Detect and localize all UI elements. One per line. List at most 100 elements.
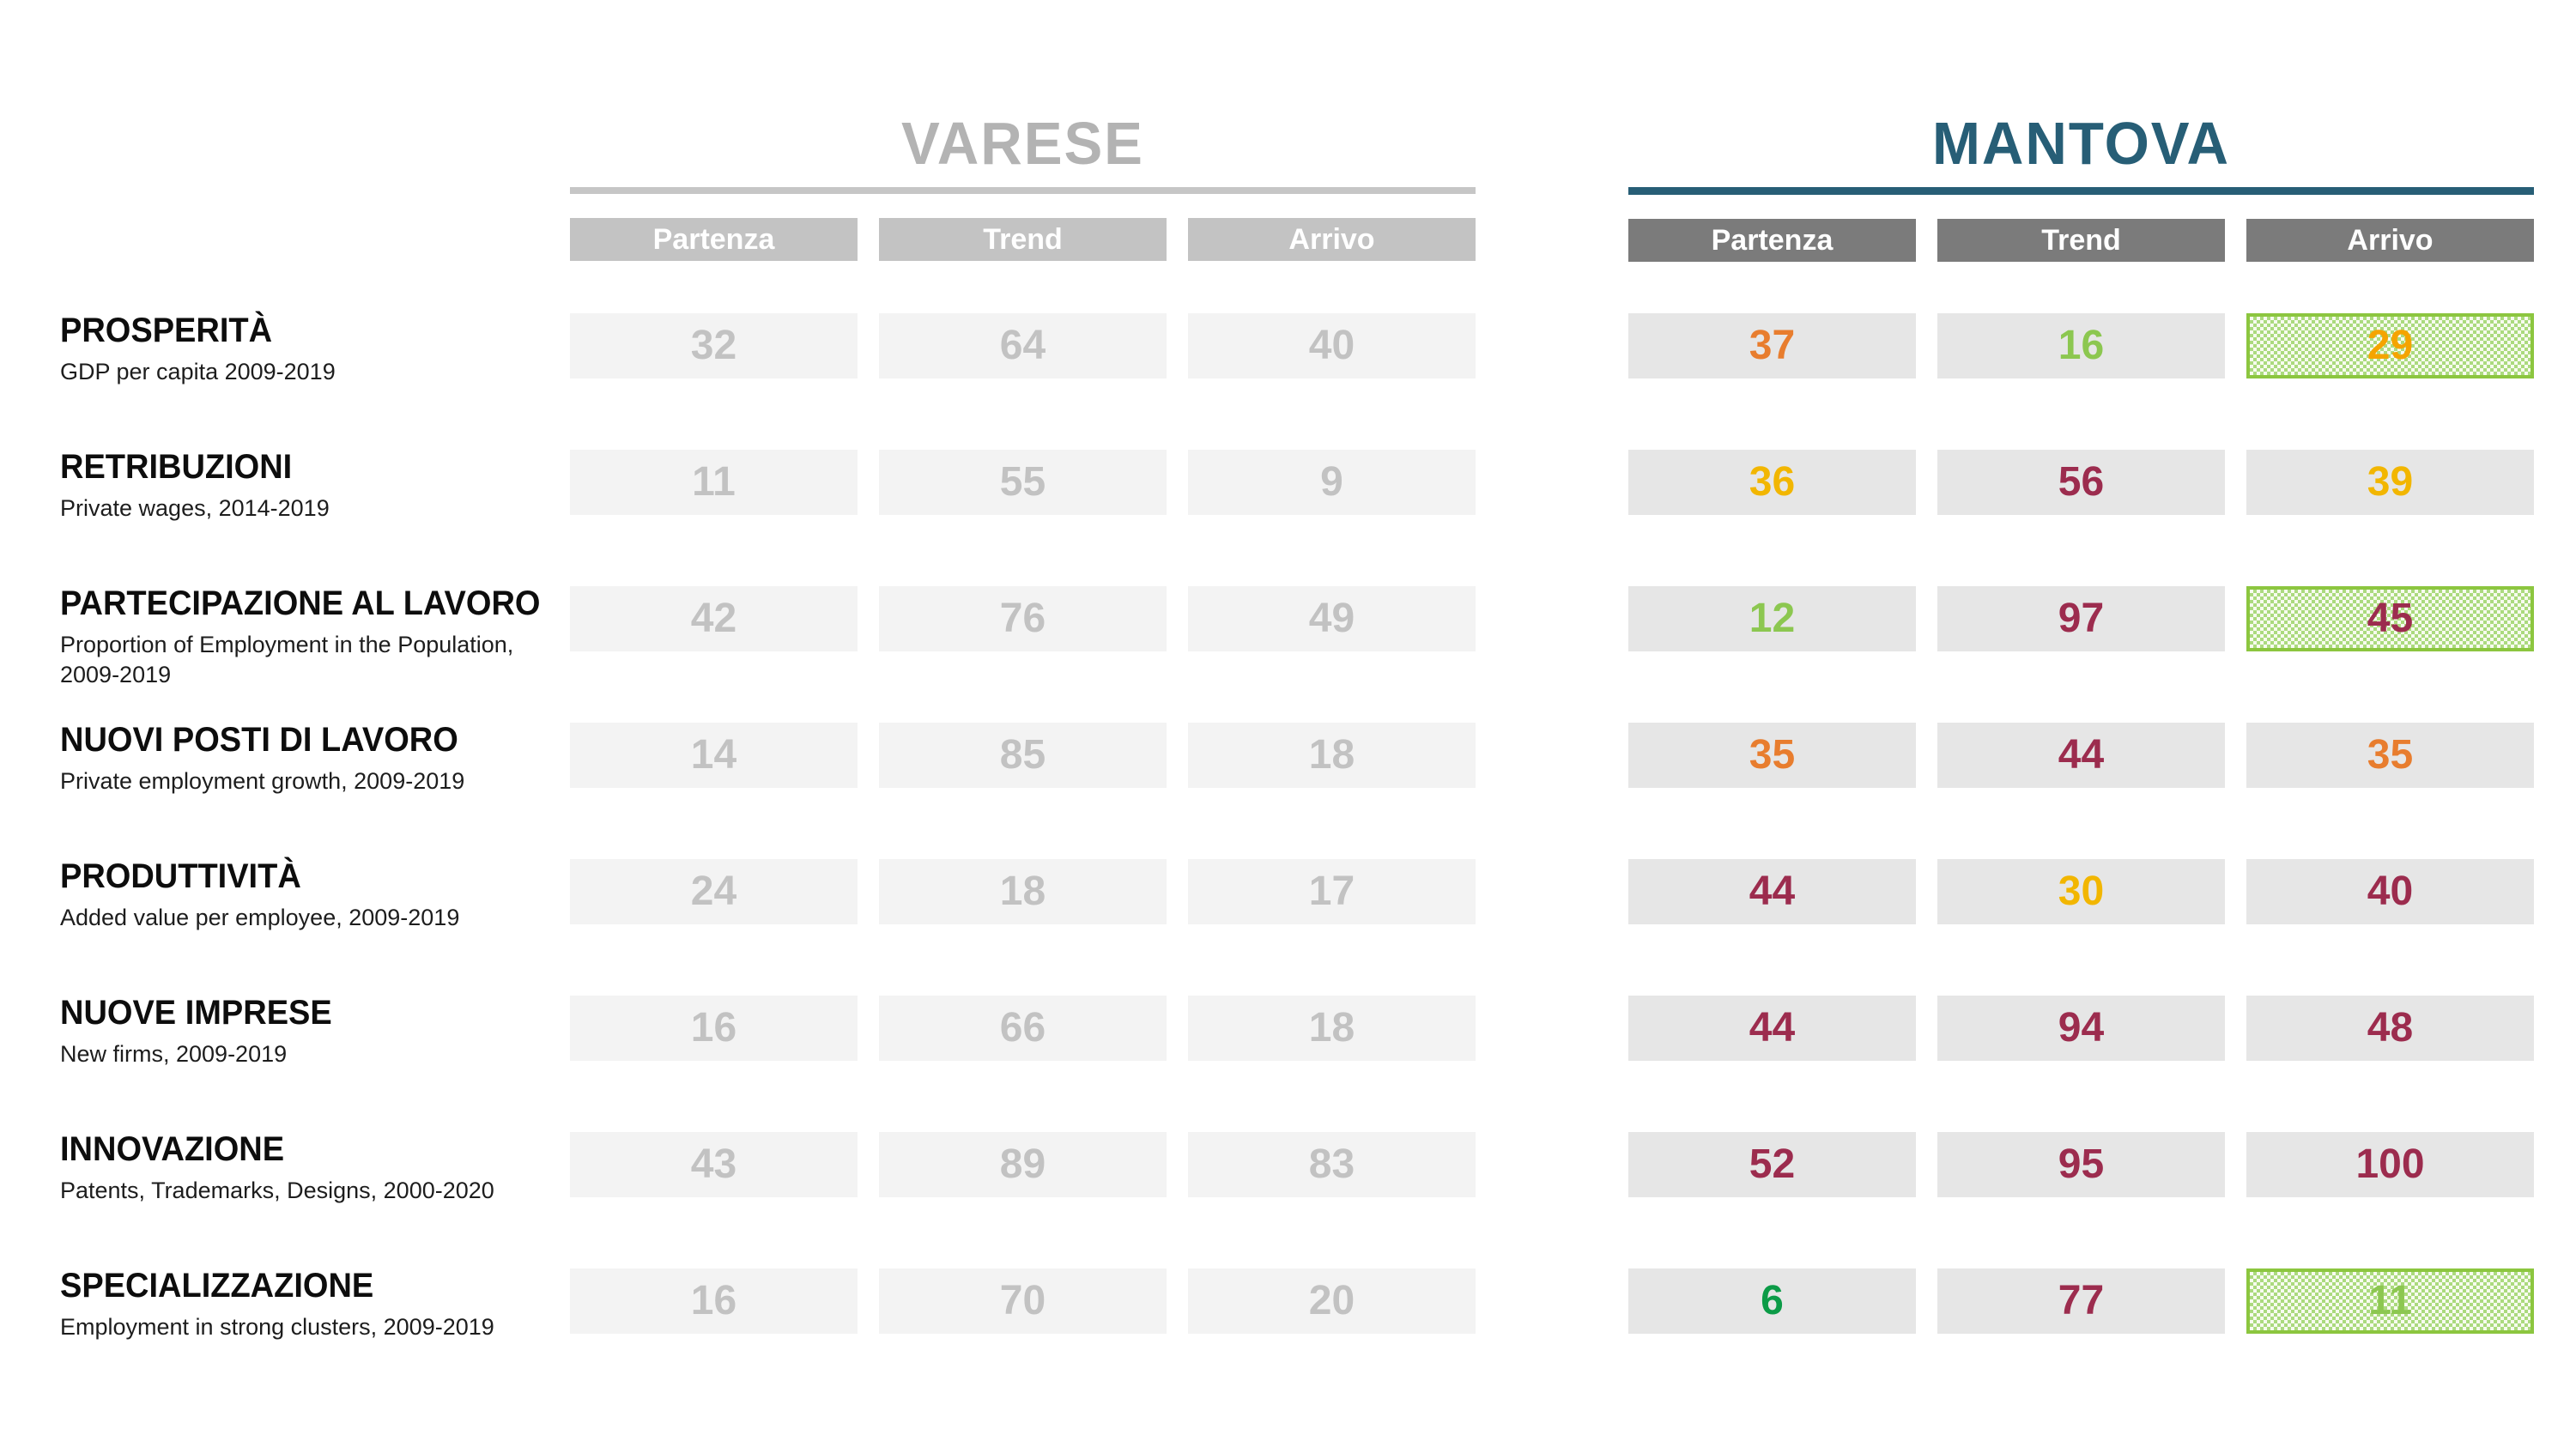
label-column-spacer [60,112,570,262]
varese-section-title: VARESE [901,110,1144,177]
mantova-cells: 35 44 35 [1628,723,2534,788]
row-label: INNOVAZIONE Patents, Trademarks, Designs… [60,1131,570,1206]
mantova-trend-cell: 95 [1937,1132,2225,1197]
varese-cells: 32 64 40 [570,313,1476,378]
varese-partenza-cell: 16 [570,1268,858,1334]
varese-trend-cell: 76 [879,586,1167,651]
mantova-arrivo-cell: 48 [2246,996,2534,1061]
mantova-cells: 44 30 40 [1628,859,2534,924]
varese-partenza-cell: 11 [570,450,858,515]
varese-cells: 42 76 49 [570,586,1476,651]
varese-arrivo-cell: 20 [1188,1268,1476,1334]
mantova-section-title: MANTOVA [1932,110,2230,177]
row-subtitle: Patents, Trademarks, Designs, 2000-2020 [60,1177,494,1203]
mantova-column-headers: Partenza Trend Arrivo [1628,219,2534,262]
row-title: NUOVE IMPRESE [60,994,332,1032]
varese-arrivo-cell: 83 [1188,1132,1476,1197]
varese-cells: 24 18 17 [570,859,1476,924]
mantova-arrivo-cell: 40 [2246,859,2534,924]
group-gap-spacer [1476,112,1628,262]
mantova-partenza-cell: 6 [1628,1268,1916,1334]
mantova-cells: 36 56 39 [1628,450,2534,515]
table-row: PARTECIPAZIONE AL LAVORO Proportion of E… [60,585,2535,687]
varese-trend-cell: 66 [879,996,1167,1061]
row-subtitle: Proportion of Employment in the Populati… [60,631,514,688]
varese-partenza-cell: 43 [570,1132,858,1197]
row-subtitle: Private employment growth, 2009-2019 [60,767,465,794]
row-title: PRODUTTIVITÀ [60,857,301,895]
row-title: SPECIALIZZAZIONE [60,1267,374,1305]
mantova-partenza-cell: 12 [1628,586,1916,651]
mantova-partenza-cell: 44 [1628,996,1916,1061]
mantova-arrivo-cell: 35 [2246,723,2534,788]
mantova-cells: 12 97 45 [1628,586,2534,651]
mantova-partenza-cell: 36 [1628,450,1916,515]
varese-column-header-partenza: Partenza [570,218,858,261]
row-title: NUOVI POSTI DI LAVORO [60,721,458,759]
varese-column-headers: Partenza Trend Arrivo [570,218,1476,261]
row-subtitle: Private wages, 2014-2019 [60,494,330,521]
table-body: PROSPERITÀ GDP per capita 2009-2019 32 6… [0,262,2576,1340]
varese-column-header-trend: Trend [879,218,1167,261]
mantova-trend-cell: 44 [1937,723,2225,788]
varese-partenza-cell: 42 [570,586,858,651]
mantova-header-group: MANTOVA Partenza Trend Arrivo [1628,112,2534,262]
table-row: PROSPERITÀ GDP per capita 2009-2019 32 6… [60,312,2535,384]
varese-trend-cell: 18 [879,859,1167,924]
varese-arrivo-cell: 40 [1188,313,1476,378]
row-label: PRODUTTIVITÀ Added value per employee, 2… [60,857,570,933]
row-label: PROSPERITÀ GDP per capita 2009-2019 [60,312,570,387]
varese-trend-cell: 64 [879,313,1167,378]
table-row: SPECIALIZZAZIONE Employment in strong cl… [60,1268,2535,1340]
varese-trend-cell: 89 [879,1132,1167,1197]
mantova-arrivo-cell-highlighted: 29 [2246,313,2534,378]
row-subtitle: Employment in strong clusters, 2009-2019 [60,1313,494,1340]
row-label: SPECIALIZZAZIONE Employment in strong cl… [60,1268,570,1342]
varese-cells: 16 70 20 [570,1268,1476,1334]
mantova-column-header-partenza: Partenza [1628,219,1916,262]
varese-arrivo-cell: 9 [1188,450,1476,515]
mantova-cells: 6 77 11 [1628,1268,2534,1334]
varese-trend-cell: 55 [879,450,1167,515]
mantova-arrivo-cell: 100 [2246,1132,2534,1197]
mantova-partenza-cell: 37 [1628,313,1916,378]
mantova-arrivo-cell-highlighted: 11 [2246,1268,2534,1334]
header-row: VARESE Partenza Trend Arrivo MANTOVA Par… [0,0,2576,262]
mantova-cells: 37 16 29 [1628,313,2534,378]
table-row: RETRIBUZIONI Private wages, 2014-2019 11… [60,449,2535,521]
varese-trend-cell: 70 [879,1268,1167,1334]
mantova-underline [1628,187,2534,195]
row-title: PROSPERITÀ [60,312,273,349]
table-row: PRODUTTIVITÀ Added value per employee, 2… [60,858,2535,930]
mantova-arrivo-cell-highlighted: 45 [2246,586,2534,651]
mantova-partenza-cell: 44 [1628,859,1916,924]
varese-cells: 14 85 18 [570,723,1476,788]
varese-partenza-cell: 14 [570,723,858,788]
mantova-arrivo-cell: 39 [2246,450,2534,515]
varese-partenza-cell: 32 [570,313,858,378]
row-subtitle: Added value per employee, 2009-2019 [60,904,460,930]
mantova-trend-cell: 16 [1937,313,2225,378]
varese-arrivo-cell: 17 [1188,859,1476,924]
mantova-trend-cell: 77 [1937,1268,2225,1334]
mantova-trend-cell: 56 [1937,450,2225,515]
varese-cells: 43 89 83 [570,1132,1476,1197]
row-label: NUOVE IMPRESE New firms, 2009-2019 [60,994,570,1069]
row-label: RETRIBUZIONI Private wages, 2014-2019 [60,449,570,524]
row-label: PARTECIPAZIONE AL LAVORO Proportion of E… [60,585,570,691]
varese-partenza-cell: 24 [570,859,858,924]
mantova-column-header-trend: Trend [1937,219,2225,262]
mantova-trend-cell: 30 [1937,859,2225,924]
mantova-partenza-cell: 35 [1628,723,1916,788]
table-row: NUOVI POSTI DI LAVORO Private employment… [60,721,2535,794]
varese-partenza-cell: 16 [570,996,858,1061]
mantova-trend-cell: 94 [1937,996,2225,1061]
varese-cells: 11 55 9 [570,450,1476,515]
row-subtitle: New firms, 2009-2019 [60,1040,288,1067]
varese-arrivo-cell: 18 [1188,996,1476,1061]
mantova-cells: 44 94 48 [1628,996,2534,1061]
varese-arrivo-cell: 18 [1188,723,1476,788]
mantova-column-header-arrivo: Arrivo [2246,219,2534,262]
varese-underline [570,187,1476,194]
mantova-partenza-cell: 52 [1628,1132,1916,1197]
